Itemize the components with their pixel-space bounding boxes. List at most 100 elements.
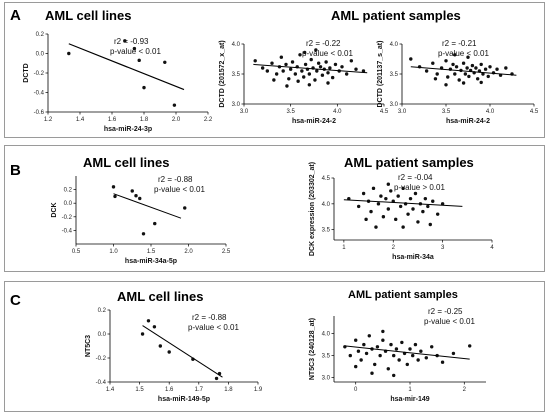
data-point [354, 364, 358, 369]
data-point [281, 69, 285, 73]
regression-line [113, 193, 182, 219]
data-point [354, 67, 358, 71]
data-point [364, 217, 368, 222]
data-point [381, 329, 385, 334]
data-point [384, 196, 388, 201]
data-point [376, 202, 381, 206]
y-tick-label: 3.5 [390, 72, 399, 78]
r2-label: r2 = -0.88 [192, 313, 227, 322]
x-axis-label: hsa-mir-149 [390, 396, 429, 403]
p-value-label: p-value < 0.01 [302, 49, 353, 58]
x-tick-label: 3.5 [442, 109, 451, 115]
data-point [481, 72, 485, 76]
data-point [375, 345, 380, 349]
data-point [153, 221, 157, 226]
data-point [411, 207, 415, 211]
data-point [389, 342, 393, 347]
data-point [300, 69, 304, 73]
x-tick-label: 2 [463, 387, 467, 393]
data-point [313, 78, 317, 82]
x-tick-label: 3 [441, 245, 445, 251]
data-point [130, 189, 134, 193]
data-point [433, 77, 438, 81]
data-point [340, 65, 344, 69]
data-point [379, 194, 383, 198]
r2-label: r2 = -0.88 [158, 175, 193, 184]
y-tick-label: 3.0 [232, 102, 241, 108]
data-point [435, 72, 439, 76]
data-point [138, 196, 142, 201]
data-point [356, 204, 361, 209]
data-point [495, 67, 499, 71]
data-point [364, 351, 369, 356]
data-point [167, 350, 171, 354]
data-point [374, 225, 378, 229]
x-tick-label: 1.8 [140, 117, 149, 123]
data-point [392, 353, 396, 358]
data-point [123, 39, 127, 43]
data-point [453, 53, 457, 57]
data-point [454, 65, 459, 69]
x-tick-label: 4.0 [486, 109, 495, 115]
panel-b: B AML cell lines AML patient samples [4, 145, 545, 272]
data-point [361, 191, 366, 196]
y-axis-label: DCTD (201137_s_at) [377, 41, 384, 108]
data-point [361, 69, 366, 73]
y-axis-label: DCTD [23, 63, 30, 82]
data-point [309, 57, 313, 62]
y-axis-label: DCK expression (203302_at) [309, 162, 316, 256]
data-point [274, 72, 279, 76]
x-tick-label: 2.0 [172, 117, 181, 123]
data-point [468, 344, 472, 348]
data-point [354, 338, 358, 342]
p-value-label: p-value < 0.01 [424, 317, 475, 326]
x-tick-label: 0.5 [72, 249, 81, 255]
data-point [386, 207, 391, 211]
data-point [446, 75, 450, 79]
x-tick-label: 1.4 [106, 387, 115, 393]
data-point [333, 62, 338, 67]
regression-line [410, 66, 517, 76]
scatter-plot-c1: 1.4 1.5 1.6 1.7 1.8 1.9 -0.4 -0.2 0.0 0.2 hsa-miR-… [85, 308, 263, 403]
data-point [359, 358, 363, 362]
x-tick-label: 4.5 [530, 109, 539, 115]
y-axis-label: DCTD (201572_x_at) [219, 40, 226, 107]
y-tick-label: -0.2 [62, 215, 73, 221]
x-tick-label: 2 [392, 245, 396, 251]
data-point [461, 81, 466, 85]
data-point [397, 358, 401, 362]
data-point [316, 61, 321, 65]
x-tick-label: 4 [490, 245, 494, 251]
data-point [475, 77, 480, 81]
x-tick-label: 3.0 [398, 109, 407, 115]
cell-lines-title: AML cell lines [83, 155, 170, 170]
data-point [67, 51, 71, 56]
data-point [389, 189, 393, 193]
x-tick-label: 2.0 [184, 249, 193, 255]
data-point [287, 77, 291, 81]
data-point [307, 72, 312, 76]
data-point [315, 69, 319, 73]
data-point [440, 202, 445, 206]
y-tick-label: 0.0 [64, 201, 73, 207]
data-point [463, 72, 468, 76]
p-value-label: p-value > 0.01 [394, 183, 445, 192]
x-tick-label: 0 [354, 387, 358, 393]
data-point [152, 325, 157, 329]
data-point [451, 62, 455, 67]
regression-line [343, 199, 463, 207]
panel-letter: C [10, 292, 21, 309]
y-tick-label: -0.2 [96, 356, 107, 362]
y-tick-label: 4.0 [322, 332, 331, 338]
data-point [394, 217, 398, 222]
x-axis-label: hsa-miR-149-5p [158, 396, 210, 403]
x-tick-label: 1.4 [76, 117, 85, 123]
data-point [279, 55, 284, 59]
data-point [142, 85, 146, 90]
data-point [326, 81, 330, 85]
data-point [214, 376, 219, 381]
data-point [474, 66, 478, 70]
cell-lines-title: AML cell lines [45, 8, 132, 23]
regression-line [344, 345, 470, 360]
x-axis-label: hsa-miR-24-3p [104, 126, 152, 133]
